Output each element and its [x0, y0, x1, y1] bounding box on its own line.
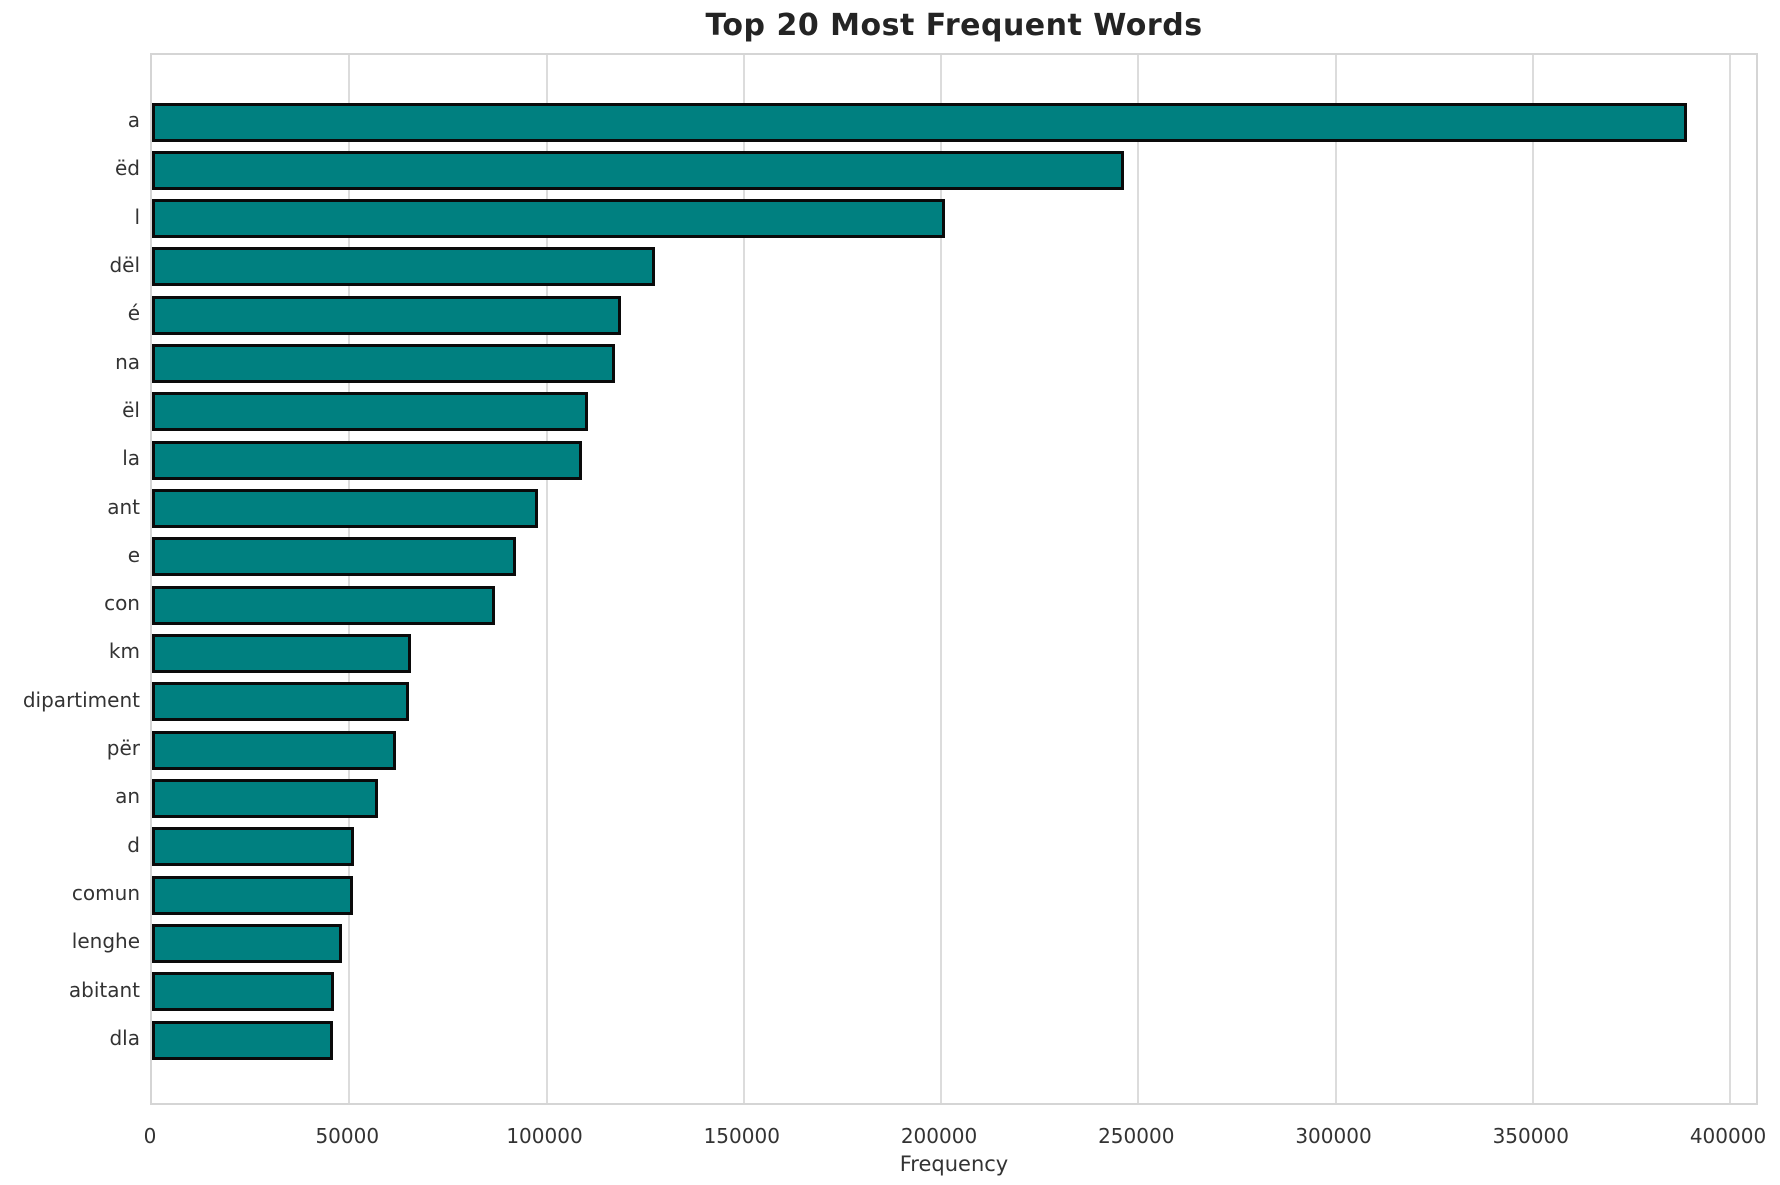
- bar-ant: [152, 489, 538, 529]
- y-tick-label: abitant: [68, 977, 140, 1002]
- gridline: [940, 55, 942, 1103]
- bar-l: [152, 199, 945, 239]
- plot-area: [150, 53, 1758, 1105]
- x-tick-label: 0: [143, 1124, 157, 1148]
- y-tick-label: e: [127, 542, 140, 567]
- bar-con: [152, 585, 496, 625]
- bar-la: [152, 440, 582, 480]
- bar-d: [152, 827, 354, 867]
- bar-e: [152, 537, 517, 577]
- bar-abitant: [152, 972, 334, 1012]
- bar-a: [152, 102, 1687, 142]
- y-tick-label: dël: [109, 252, 140, 277]
- bar-ël: [152, 392, 588, 432]
- bar-lenghe: [152, 923, 343, 963]
- y-tick-label: dipartiment: [22, 687, 140, 712]
- y-tick-label: comun: [71, 881, 140, 906]
- x-tick-label: 400000: [1689, 1124, 1767, 1148]
- x-tick-label: 300000: [1295, 1124, 1372, 1148]
- y-tick-label: l: [134, 204, 140, 229]
- bar-comun: [152, 875, 354, 915]
- y-tick-label: km: [108, 639, 140, 664]
- bar-për: [152, 730, 397, 770]
- bar-dël: [152, 247, 655, 287]
- y-tick-label: ëd: [115, 156, 140, 181]
- gridline: [1334, 55, 1337, 1103]
- gridline: [742, 55, 745, 1103]
- bar-an: [152, 778, 379, 818]
- gridline: [1729, 55, 1732, 1103]
- bar-na: [152, 344, 616, 384]
- y-tick-label: é: [127, 301, 140, 326]
- y-tick-label: con: [104, 591, 140, 616]
- x-tick-label: 100000: [506, 1124, 583, 1148]
- y-tick-label: për: [106, 736, 140, 761]
- y-tick-label: lenghe: [71, 929, 140, 954]
- y-tick-label: ant: [107, 494, 140, 519]
- y-tick-label: a: [127, 108, 140, 132]
- x-tick-label: 350000: [1492, 1124, 1569, 1148]
- bar-km: [152, 633, 412, 673]
- gridline: [1137, 55, 1140, 1103]
- bar-dipartiment: [152, 682, 409, 722]
- y-tick-label: d: [127, 832, 140, 857]
- bar-dla: [152, 1020, 334, 1060]
- bar-ëd: [152, 150, 1125, 190]
- x-axis-label: Frequency: [899, 1152, 1009, 1176]
- chart-title: Top 20 Most Frequent Words: [705, 8, 1203, 43]
- x-tick-label: 150000: [703, 1124, 780, 1148]
- x-tick-label: 250000: [1098, 1124, 1175, 1148]
- y-tick-label: la: [122, 446, 140, 471]
- y-tick-label: dla: [109, 1026, 140, 1050]
- gridline: [545, 55, 548, 1103]
- y-tick-label: ël: [122, 397, 140, 422]
- gridline: [348, 55, 351, 1103]
- y-tick-label: an: [115, 784, 140, 809]
- x-tick-label: 200000: [900, 1124, 978, 1148]
- bar-é: [152, 295, 622, 335]
- gridline: [1531, 55, 1534, 1103]
- x-tick-label: 50000: [315, 1124, 380, 1148]
- y-tick-label: na: [115, 349, 140, 374]
